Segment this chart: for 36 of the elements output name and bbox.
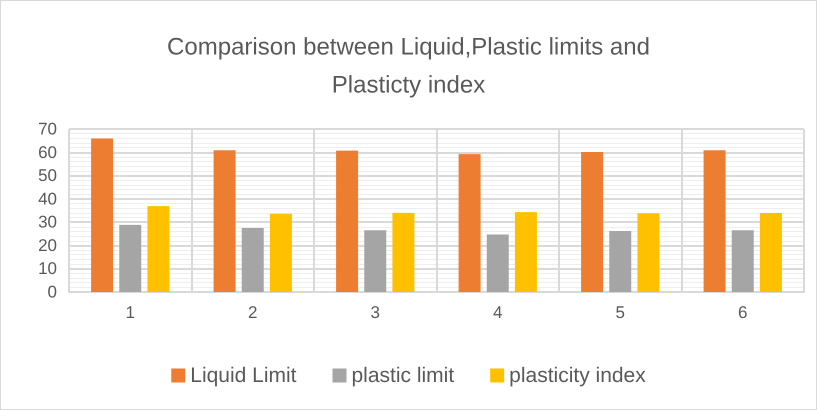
x-tick-label: 6 — [738, 303, 748, 322]
x-tick-label: 1 — [126, 303, 135, 322]
bar — [581, 152, 604, 292]
y-tick-label: 0 — [48, 282, 57, 302]
y-tick-label: 70 — [38, 120, 57, 138]
bar — [242, 228, 264, 292]
bar — [637, 213, 660, 292]
legend-label: plastic limit — [351, 364, 454, 387]
bar — [732, 230, 754, 292]
y-tick-label: 30 — [38, 212, 57, 232]
y-tick-label: 40 — [38, 189, 57, 208]
x-tick-label: 4 — [493, 303, 502, 322]
bar — [760, 213, 782, 292]
x-tick-label: 2 — [248, 303, 258, 322]
y-tick-label: 50 — [38, 166, 57, 186]
y-tick-label: 60 — [38, 142, 57, 162]
y-tick-label: 20 — [38, 236, 57, 255]
bar — [336, 150, 358, 292]
x-tick-label: 3 — [370, 303, 380, 322]
bar — [392, 212, 414, 292]
x-tick-label: 5 — [616, 303, 625, 322]
bar — [119, 224, 142, 292]
y-tick-label: 10 — [38, 259, 57, 278]
bar — [514, 212, 537, 292]
bar — [91, 138, 114, 292]
bar — [214, 150, 236, 292]
chart-title: Comparison between Liquid,Plastic limits and Plasticty index — [167, 34, 650, 98]
bar — [609, 230, 632, 292]
bar — [486, 234, 509, 292]
bar — [458, 154, 481, 292]
bar — [270, 214, 292, 292]
bar — [364, 230, 386, 292]
legend-label: plasticity index — [509, 364, 646, 387]
legend-label: Liquid Limit — [190, 364, 297, 387]
bar — [704, 150, 726, 292]
bar — [147, 206, 170, 292]
